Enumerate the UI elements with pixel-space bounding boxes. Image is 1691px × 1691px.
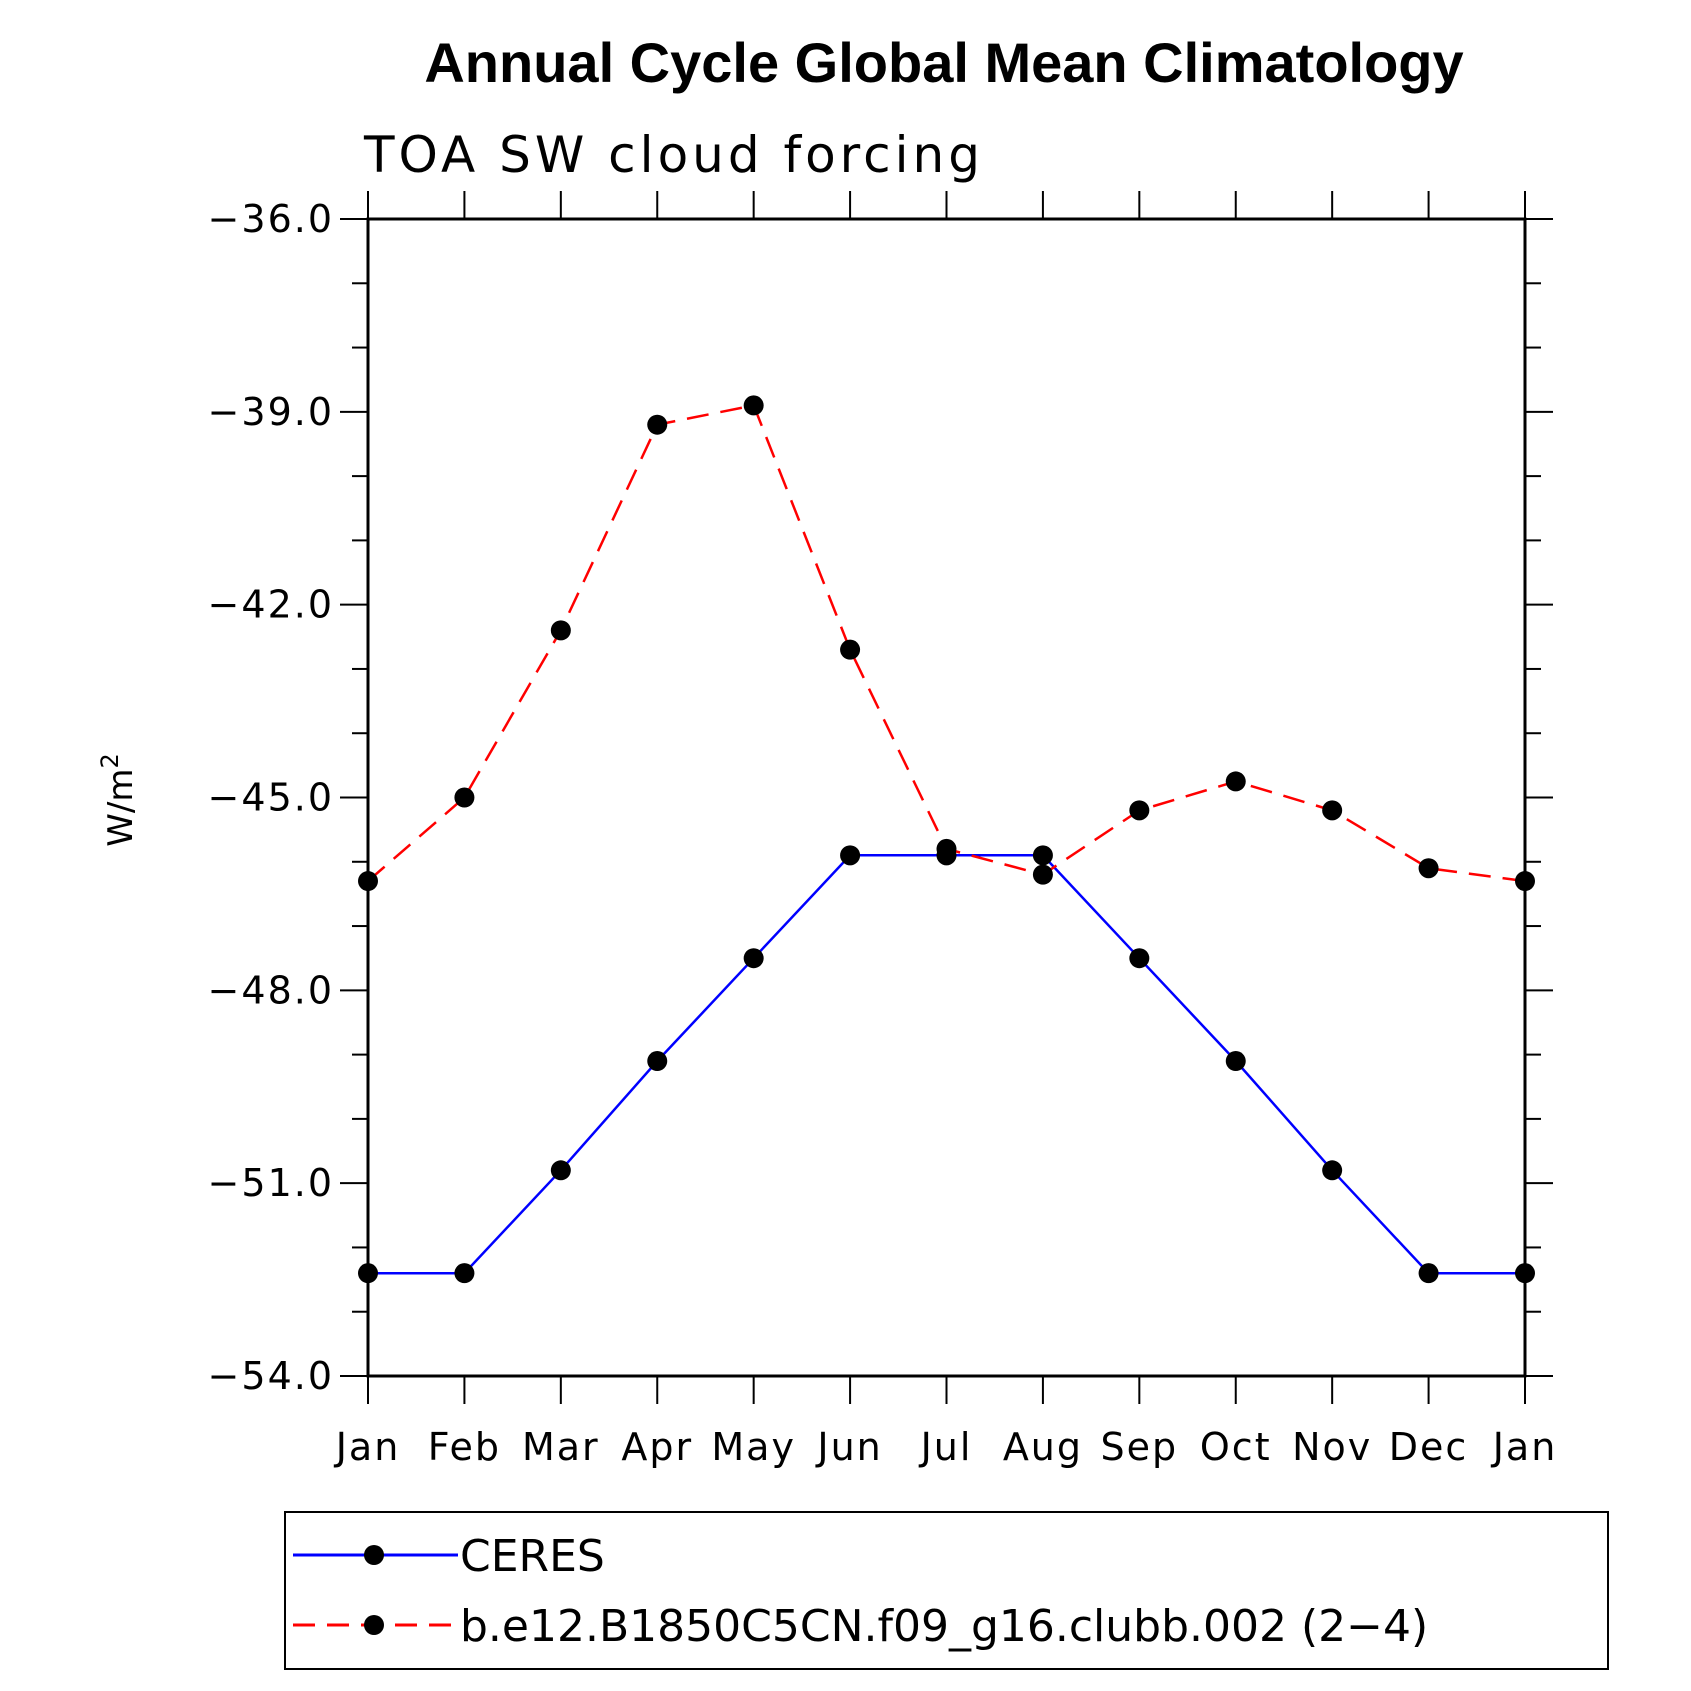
y-axis-label: W/m2 [96,753,141,846]
y-tick-label: −48.0 [208,968,334,1012]
legend-marker-ceres [364,1545,384,1565]
y-axis-unit: W/m [101,769,141,847]
data-point-1 [1225,771,1246,792]
svg-text:W/m2: W/m2 [96,753,141,846]
y-tick-label: −36.0 [208,197,334,241]
data-point-1 [1032,864,1053,885]
x-tick-label: Jan [1491,1425,1558,1469]
data-point-1 [358,871,378,892]
x-tick-label: May [711,1425,796,1469]
data-point-0 [840,845,861,866]
data-point-0 [454,1263,475,1284]
x-tick-label: Jul [919,1425,973,1469]
data-point-0 [550,1160,571,1181]
x-tick-label: Nov [1292,1425,1372,1469]
data-point-0 [1225,1051,1246,1072]
data-point-1 [1418,858,1439,879]
x-tick-label: Apr [621,1425,693,1469]
data-point-0 [1418,1263,1439,1284]
y-tick-label: −51.0 [208,1161,334,1205]
data-point-0 [358,1263,378,1284]
x-tick-label: Mar [522,1425,600,1469]
chart-subtitle: TOA SW cloud forcing [363,126,984,184]
x-tick-label: Sep [1101,1425,1179,1469]
data-point-0 [647,1051,668,1072]
legend-label-ceres: CERES [460,1531,605,1582]
series-points [358,395,1535,1284]
data-point-0 [1515,1263,1535,1284]
data-point-1 [550,620,571,641]
data-point-0 [743,948,764,969]
y-axis-unit-exponent: 2 [96,753,124,768]
legend-box [284,1511,1609,1670]
legend-label-model: b.e12.B1850C5CN.f09_g16.clubb.002 (2−4) [460,1601,1428,1652]
data-point-1 [1129,800,1150,821]
chart-title: Annual Cycle Global Mean Climatology [424,31,1463,94]
legend: CERES b.e12.B1850C5CN.f09_g16.clubb.002 … [284,1511,1609,1670]
series-line-1 [367,403,1526,883]
series-line-0 [368,854,1525,1275]
data-point-0 [1129,948,1150,969]
y-tick-label: −42.0 [208,583,334,627]
x-tick-labels: Jan Feb Mar Apr May Jun Jul Aug Sep Oct Nov Dec Jan [334,1425,1558,1469]
x-tick-label: Feb [428,1425,501,1469]
x-tick-label: Jun [815,1425,882,1469]
data-point-0 [1032,845,1053,866]
plot-frame [366,217,1527,1378]
axis-ticks [340,191,1553,1404]
data-point-1 [1515,871,1535,892]
legend-marker-model [364,1615,384,1635]
y-tick-label: −54.0 [208,1354,334,1398]
data-point-0 [1322,1160,1343,1181]
data-point-1 [840,639,861,660]
x-tick-label: Aug [1003,1425,1083,1469]
data-point-1 [1322,800,1343,821]
y-tick-label: −45.0 [208,776,334,820]
x-tick-label: Jan [334,1425,401,1469]
data-point-1 [647,414,668,435]
data-point-1 [454,787,475,808]
data-point-1 [743,395,764,416]
x-tick-label: Dec [1389,1425,1469,1469]
y-tick-label: −39.0 [208,390,334,434]
y-tick-labels: −54.0 −51.0 −48.0 −45.0 −42.0 −39.0 −36.0 [208,197,334,1398]
x-tick-label: Oct [1200,1425,1272,1469]
data-point-1 [936,838,957,859]
